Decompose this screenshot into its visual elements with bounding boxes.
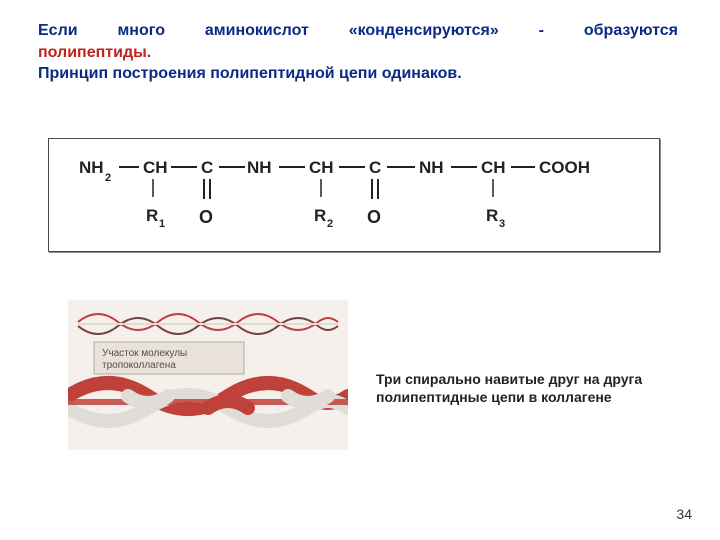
grp-nh2: NH [79,158,104,177]
grp-r3-sub: 3 [499,218,505,230]
caption-line-1: Три спирально навитые друг на друга [376,370,686,388]
grp-ch-1: CH [143,158,168,177]
grp-c-1: C [201,158,213,177]
grp-c-2: C [369,158,381,177]
grp-r2: R [314,206,326,225]
page-number: 34 [676,506,692,522]
grp-o-2: O [367,207,381,227]
collagen-illustration: Участок молекулы тропоколлагена [68,300,348,450]
grp-r2-sub: 2 [327,218,333,230]
peptide-formula-svg: NH 2 CH C NH CH C NH CH COOH [49,139,659,251]
grp-nh2-sub: 2 [105,172,111,184]
heading-block: Если много аминокислот «конденсируются» … [38,20,678,85]
grp-ch-3: CH [481,158,506,177]
grp-o-1: O [199,207,213,227]
grp-r1-sub: 1 [159,218,165,230]
grp-r1: R [146,206,158,225]
heading-line-3: Принцип построения полипептидной цепи од… [38,63,678,85]
collagen-svg: Участок молекулы тропоколлагена [68,300,348,450]
grp-nh-1: NH [247,158,272,177]
caption-block: Три спирально навитые друг на друга поли… [376,370,686,406]
grp-nh-2: NH [419,158,444,177]
slide-root: Если много аминокислот «конденсируются» … [0,0,720,540]
peptide-formula-box: NH 2 CH C NH CH C NH CH COOH [48,138,660,252]
illustration-caption-1: Участок молекулы [102,348,187,359]
heading-line-1: Если много аминокислот «конденсируются» … [38,20,678,42]
caption-line-2: полипептидные цепи в коллагене [376,388,686,406]
grp-ch-2: CH [309,158,334,177]
illustration-caption-2: тропоколлагена [102,360,176,371]
grp-cooh: COOH [539,158,590,177]
heading-polypeptides: полипептиды. [38,42,678,64]
grp-r3: R [486,206,498,225]
